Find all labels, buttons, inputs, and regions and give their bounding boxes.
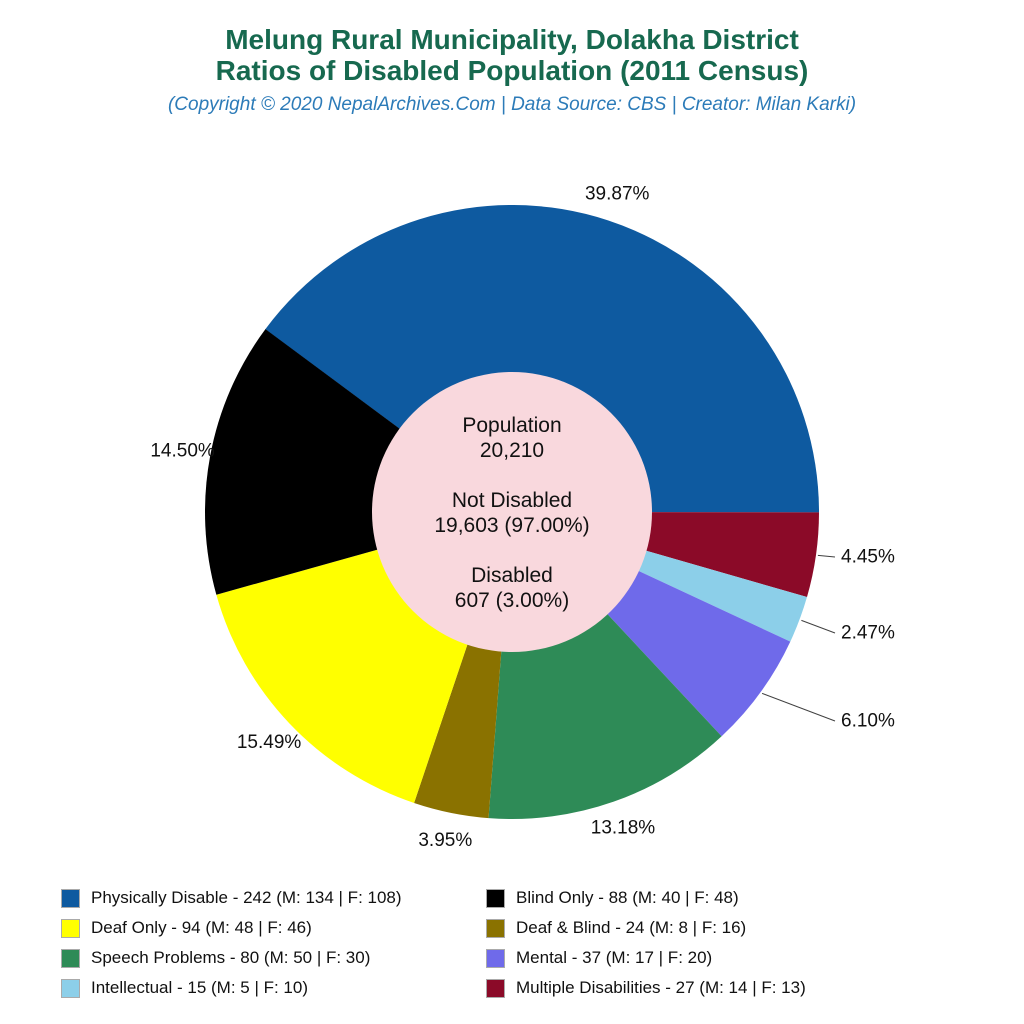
population-value: 20,210 bbox=[479, 439, 545, 462]
legend-label: Blind Only - 88 (M: 40 | F: 48) bbox=[516, 888, 739, 907]
slice-pct-label-intellectual: 2.47% bbox=[841, 623, 895, 644]
legend-swatch-physically-disable bbox=[61, 888, 80, 908]
legend-item-intellectual: Intellectual - 15 (M: 5 | F: 10) bbox=[61, 973, 402, 1003]
pie-slice-physically-disable bbox=[265, 204, 820, 513]
leader-line-intellectual bbox=[801, 619, 836, 634]
slice-pct-label-deaf-only: 15.49% bbox=[237, 732, 302, 753]
legend-label: Multiple Disabilities - 27 (M: 14 | F: 1… bbox=[516, 978, 806, 997]
center-population-group: Population 20,210 bbox=[0, 413, 1024, 463]
chart-title-line1: Melung Rural Municipality, Dolakha Distr… bbox=[225, 24, 799, 55]
legend-item-deaf-blind: Deaf & Blind - 24 (M: 8 | F: 16) bbox=[486, 913, 806, 943]
slice-pct-label-deaf-blind: 3.95% bbox=[418, 830, 472, 851]
legend-swatch-speech-problems bbox=[61, 948, 80, 968]
legend-label: Mental - 37 (M: 17 | F: 20) bbox=[516, 948, 713, 967]
legend-item-blind-only: Blind Only - 88 (M: 40 | F: 48) bbox=[486, 883, 806, 913]
donut-center-label: Population 20,210 Not Disabled 19,603 (9… bbox=[0, 413, 1024, 638]
legend-item-speech-problems: Speech Problems - 80 (M: 50 | F: 30) bbox=[61, 943, 402, 973]
legend-label: Deaf & Blind - 24 (M: 8 | F: 16) bbox=[516, 918, 747, 937]
slice-pct-label-multiple-disabilities: 4.45% bbox=[841, 547, 895, 568]
leader-line-multiple-disabilities bbox=[817, 554, 836, 558]
chart-header: Melung Rural Municipality, Dolakha Distr… bbox=[0, 24, 1024, 117]
legend-item-multiple-disabilities: Multiple Disabilities - 27 (M: 14 | F: 1… bbox=[486, 973, 806, 1003]
chart-title-line2: Ratios of Disabled Population (2011 Cens… bbox=[215, 55, 809, 86]
legend-swatch-blind-only bbox=[486, 888, 505, 908]
legend-swatch-mental bbox=[486, 948, 505, 968]
leader-line-mental bbox=[761, 692, 836, 722]
center-disabled-group: Disabled 607 (3.00%) bbox=[0, 563, 1024, 613]
legend-swatch-deaf-only bbox=[61, 918, 80, 938]
donut-hole bbox=[372, 372, 652, 652]
slice-pct-label-blind-only: 14.50% bbox=[150, 441, 215, 462]
slice-pct-label-mental: 6.10% bbox=[841, 711, 895, 732]
legend-item-deaf-only: Deaf Only - 94 (M: 48 | F: 46) bbox=[61, 913, 402, 943]
population-label: Population bbox=[462, 414, 562, 437]
legend-label: Speech Problems - 80 (M: 50 | F: 30) bbox=[91, 948, 371, 967]
not-disabled-label: Not Disabled bbox=[451, 489, 573, 512]
center-not-disabled-group: Not Disabled 19,603 (97.00%) bbox=[0, 488, 1024, 538]
legend-label: Physically Disable - 242 (M: 134 | F: 10… bbox=[91, 888, 402, 907]
legend-swatch-intellectual bbox=[61, 978, 80, 998]
legend-label: Deaf Only - 94 (M: 48 | F: 46) bbox=[91, 918, 312, 937]
legend-column-right: Blind Only - 88 (M: 40 | F: 48) Deaf & Bl… bbox=[486, 883, 806, 1003]
legend-item-mental: Mental - 37 (M: 17 | F: 20) bbox=[486, 943, 806, 973]
disabled-value: 607 (3.00%) bbox=[454, 589, 570, 612]
slice-pct-label-physically-disable: 39.87% bbox=[585, 183, 650, 204]
legend-swatch-deaf-blind bbox=[486, 918, 505, 938]
legend-label: Intellectual - 15 (M: 5 | F: 10) bbox=[91, 978, 308, 997]
legend-item-physically-disable: Physically Disable - 242 (M: 134 | F: 10… bbox=[61, 883, 402, 913]
chart-subtitle: (Copyright © 2020 NepalArchives.Com | Da… bbox=[167, 94, 857, 115]
slice-pct-label-speech-problems: 13.18% bbox=[591, 818, 656, 839]
not-disabled-value: 19,603 (97.00%) bbox=[434, 514, 590, 537]
legend-column-left: Physically Disable - 242 (M: 134 | F: 10… bbox=[61, 883, 402, 1003]
disabled-label: Disabled bbox=[471, 564, 553, 587]
legend-swatch-multiple-disabilities bbox=[486, 978, 505, 998]
